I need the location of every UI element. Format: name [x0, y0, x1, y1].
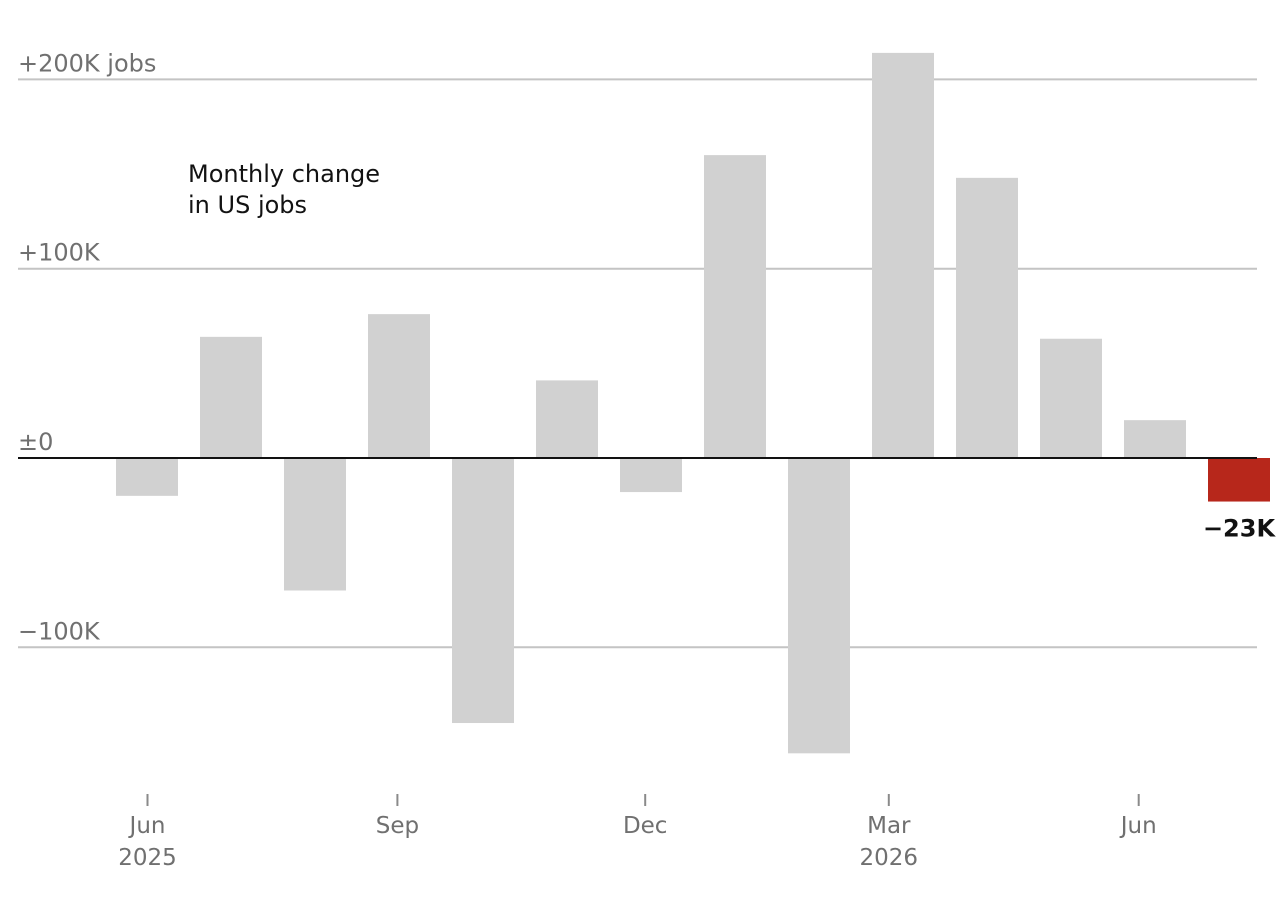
y-tick-label: +200K jobs [18, 49, 156, 77]
bar [536, 380, 598, 458]
x-tick-year-label: 2026 [860, 845, 919, 871]
bar [284, 458, 346, 591]
bars [116, 52, 1270, 754]
bar [620, 458, 682, 493]
bar [704, 155, 766, 458]
x-tick-label: Mar [867, 813, 911, 839]
x-tick-label: Jun [1119, 813, 1157, 839]
chart-title-line-2: in US jobs [188, 191, 307, 219]
bar [1040, 338, 1102, 458]
y-tick-labels: +200K jobs +100K ±0 −100K [18, 49, 156, 645]
bar-highlight [1208, 458, 1270, 502]
bar [1124, 420, 1186, 458]
bar [788, 458, 850, 754]
x-tick-year-label: 2025 [118, 845, 177, 871]
bar [956, 177, 1018, 458]
highlight-data-label: −23K [1203, 515, 1277, 543]
bar [200, 336, 262, 458]
bar [368, 314, 430, 458]
bar [452, 458, 514, 724]
y-tick-label: −100K [18, 617, 101, 645]
x-tick-label: Dec [623, 813, 668, 839]
gridlines [18, 78, 1257, 649]
chart-title-line-1: Monthly change [188, 160, 380, 188]
x-tick-label: Sep [376, 813, 419, 839]
x-axis: Jun 2025 Sep Dec Mar 2026 Jun [118, 794, 1157, 871]
bar [872, 52, 934, 458]
x-tick-label: Jun [128, 813, 166, 839]
y-tick-label: ±0 [18, 428, 53, 456]
bar [116, 458, 178, 496]
y-tick-label: +100K [18, 239, 101, 267]
